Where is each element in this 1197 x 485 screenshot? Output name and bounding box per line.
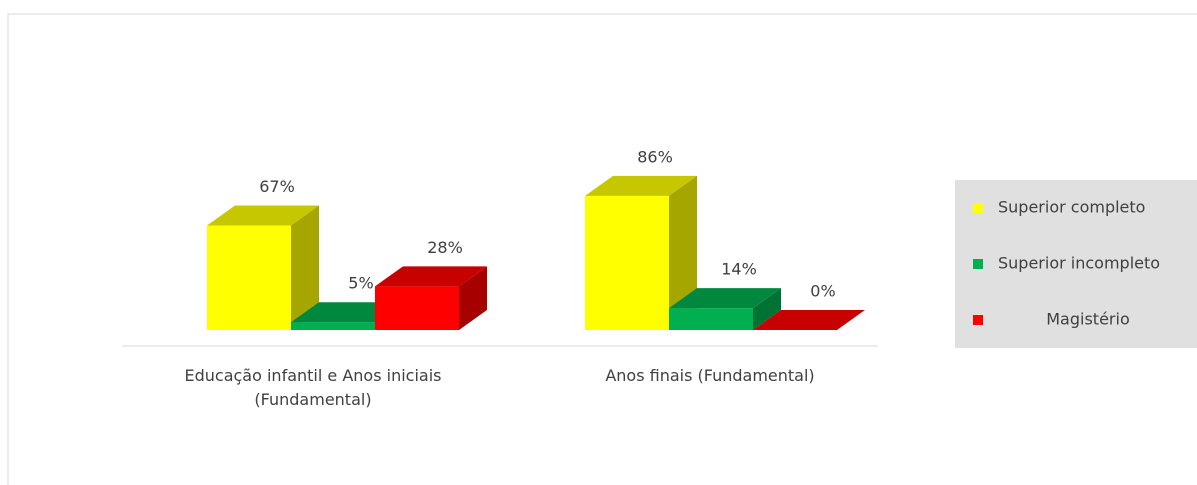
- bar-side: [753, 288, 781, 330]
- bar-top: [375, 266, 487, 287]
- data-label: 28%: [427, 238, 463, 257]
- legend-label: Magistério: [1046, 310, 1129, 329]
- legend-swatch: [973, 203, 983, 213]
- data-label: 86%: [637, 147, 673, 166]
- bar-front: [669, 308, 753, 330]
- bar-top: [207, 205, 319, 226]
- bar-front: [375, 286, 459, 330]
- bar-front: [585, 195, 669, 330]
- bar-top: [669, 288, 781, 309]
- bar-front: [207, 225, 291, 330]
- data-label: 0%: [810, 282, 835, 301]
- legend-label: Superior incompleto: [998, 254, 1160, 273]
- bar-side: [291, 205, 319, 330]
- bar-side: [459, 266, 487, 330]
- frame: [7, 13, 1197, 485]
- data-label: 14%: [721, 260, 757, 279]
- legend-label: Superior completo: [998, 198, 1145, 217]
- legend-swatch: [973, 259, 983, 269]
- legend-box: [955, 180, 1197, 348]
- legend-swatch: [973, 315, 983, 325]
- data-label: 67%: [259, 177, 295, 196]
- bar-top: [585, 175, 697, 196]
- data-label: 5%: [348, 274, 373, 293]
- bar-top: [753, 310, 865, 330]
- bar-front: [291, 322, 375, 330]
- x-tick-label: Educação infantil e Anos iniciais (Funda…: [184, 366, 442, 409]
- bar-side: [669, 175, 697, 330]
- x-tick-label: Anos finais (Fundamental): [605, 366, 815, 385]
